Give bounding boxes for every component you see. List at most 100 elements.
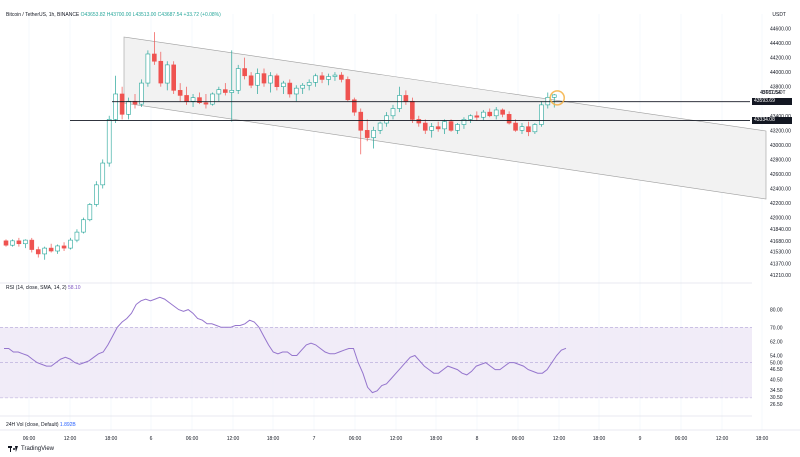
price-tick-label: 42200.00 — [770, 201, 791, 207]
volume-header[interactable]: 24H Vol (close, Default) 1.892B — [6, 422, 76, 428]
candle-body — [326, 76, 331, 80]
candle-body — [248, 75, 254, 86]
currency-label[interactable]: USDT — [772, 12, 786, 18]
candle-body — [390, 108, 396, 117]
candle-body — [532, 124, 538, 133]
candle-body — [190, 97, 196, 102]
symbol-tag: BTCUSDT — [762, 89, 786, 96]
candle-body — [210, 93, 215, 105]
time-tick-label: 12:00 — [390, 436, 403, 442]
candle-body — [152, 53, 157, 62]
price-tick-label: 43000.00 — [770, 143, 791, 149]
candle-body — [126, 100, 131, 115]
time-tick-label: 06:00 — [675, 436, 688, 442]
ohlc-readout: O43653.82 H43700.00 L43513.00 C43687.54 … — [80, 12, 221, 18]
chart-header: Bitcoin / TetherUS, 1h, BINANCE O43653.8… — [6, 12, 221, 18]
rsi-tick-label: 80.00 — [770, 308, 783, 314]
time-tick-label: 12:00 — [227, 436, 240, 442]
time-tick-label: 8 — [476, 436, 479, 442]
time-tick-label: 6 — [150, 436, 153, 442]
rsi-tick-label: 50.00 — [770, 361, 783, 367]
time-tick-label: 18:00 — [430, 436, 443, 442]
candle-body — [158, 60, 164, 84]
price-tick-label: 42400.00 — [770, 186, 791, 192]
price-tick-label: 41840.00 — [770, 227, 791, 233]
last-price-label: 43687.54 — [760, 90, 781, 97]
candle-body — [293, 87, 299, 95]
highlight-marker[interactable] — [549, 90, 565, 106]
time-tick-label: 7 — [313, 436, 316, 442]
candle-body — [106, 119, 112, 164]
candle-body — [74, 231, 80, 241]
candle-body — [261, 73, 267, 84]
candle-body — [487, 111, 493, 117]
candle-body — [242, 68, 247, 77]
candle-body — [55, 245, 60, 252]
candle-body — [448, 121, 454, 131]
candle-body — [139, 82, 144, 105]
rsi-tick-label: 40.50 — [770, 377, 783, 383]
candle-body — [119, 93, 125, 115]
candle-body — [319, 75, 325, 80]
candle-body — [468, 115, 473, 120]
rsi-value: 58.10 — [67, 285, 81, 291]
time-tick-label: 12:00 — [716, 436, 729, 442]
candle-body — [223, 89, 228, 93]
candle-body — [16, 240, 22, 245]
candle-body — [429, 126, 435, 131]
rsi-line — [4, 296, 567, 394]
volume-value: 1.892B — [59, 422, 76, 428]
candle-body — [281, 82, 286, 88]
price-tick-label: 44400.00 — [770, 41, 791, 47]
rsi-tick-label: 62.00 — [770, 339, 783, 345]
candle-body — [68, 239, 73, 249]
price-tick-label: 41680.00 — [770, 239, 791, 245]
time-tick-label: 12:00 — [553, 436, 566, 442]
candle-body — [100, 162, 106, 186]
rsi-tick-label: 54.00 — [770, 354, 783, 360]
time-tick-label: 06:00 — [186, 436, 199, 442]
candle-body — [351, 99, 357, 113]
candle-body — [410, 100, 415, 120]
candle-body — [268, 75, 273, 84]
candle-body — [474, 115, 480, 118]
time-tick-label: 18:00 — [756, 436, 769, 442]
candle-body — [526, 126, 531, 133]
price-tick-label: 43800.00 — [770, 85, 791, 91]
candle-body — [235, 68, 241, 91]
candle-body — [145, 53, 151, 84]
price-tick-label: 41210.00 — [770, 273, 791, 279]
rsi-label: RSI (14, close, SMA, 14, 2) — [6, 285, 67, 291]
branding-text: TradingView — [21, 446, 55, 452]
candle-body — [422, 122, 428, 131]
rsi-tick-label: 46.50 — [770, 367, 783, 373]
candle-body — [48, 247, 54, 252]
trend-channel[interactable] — [123, 36, 767, 200]
symbol-title[interactable]: Bitcoin / TetherUS, 1h, BINANCE — [6, 12, 80, 18]
candle-body — [10, 240, 15, 246]
candle-body — [87, 204, 93, 221]
time-tick-label: 06:00 — [23, 436, 36, 442]
rsi-header[interactable]: RSI (14, close, SMA, 14, 2) 58.10 — [6, 285, 81, 291]
candle-body — [164, 64, 170, 84]
volume-label: 24H Vol (close, Default) — [6, 422, 59, 428]
candle-body — [345, 79, 351, 101]
candle-body — [255, 73, 260, 86]
candle-body — [442, 121, 447, 130]
time-tick-label: 9 — [639, 436, 642, 442]
candle-body — [94, 184, 99, 205]
time-tick-label: 06:00 — [349, 436, 362, 442]
time-axis: 06:00 12:00 18:00 6 06:00 12:00 18:00 7 06:00 12:… — [23, 436, 769, 442]
candle-body — [371, 130, 376, 138]
price-tick-label: 43200.00 — [770, 128, 791, 134]
price-tick-label: 42000.00 — [770, 216, 791, 222]
candle-body — [184, 95, 189, 102]
tradingview-logo[interactable]: TradingView — [8, 446, 54, 452]
price-tick-label: 44600.00 — [770, 27, 791, 33]
candle-body — [29, 239, 35, 250]
candle-body — [113, 93, 118, 120]
candle-body — [177, 90, 183, 96]
rsi-tick-label: 30.50 — [770, 395, 783, 401]
